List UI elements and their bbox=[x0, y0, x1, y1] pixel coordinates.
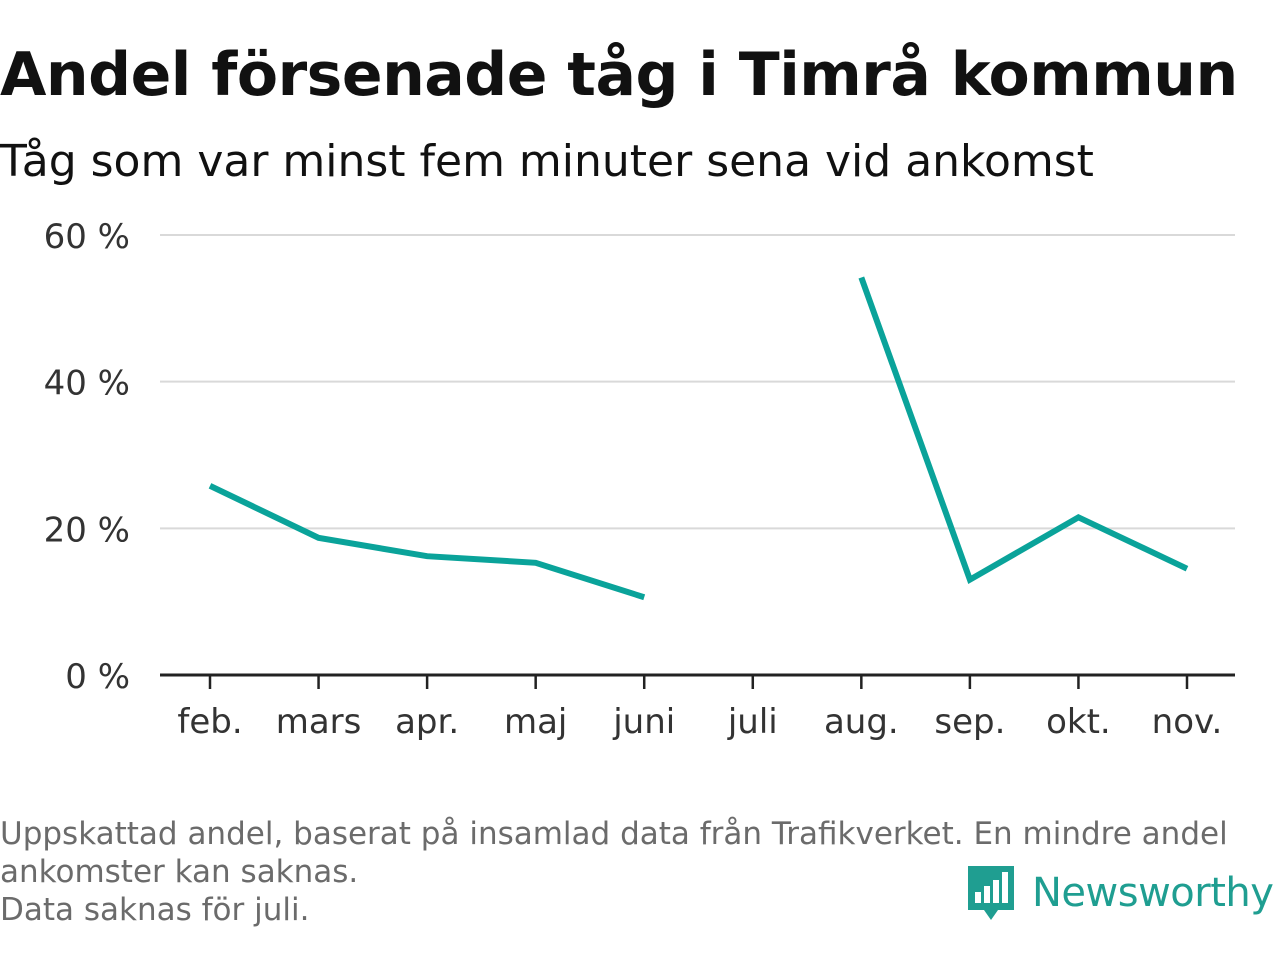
series-line-segment bbox=[858, 276, 1189, 585]
y-tick-label: 40 % bbox=[44, 364, 130, 404]
series-line-segment bbox=[208, 483, 646, 601]
footer-note-line-1: Uppskattad andel, baserat på insamlad da… bbox=[0, 816, 1228, 852]
chart-title: Andel försenade tåg i Timrå kommun bbox=[0, 40, 1238, 110]
x-tick-label: mars bbox=[276, 702, 362, 742]
x-tick-label: aug. bbox=[824, 702, 899, 742]
chart-subtitle: Tåg som var minst fem minuter sena vid a… bbox=[0, 136, 1094, 187]
x-tick-label: juni bbox=[612, 702, 675, 742]
x-tick-label: okt. bbox=[1046, 702, 1111, 742]
line-chart: 0 % 20 % 40 % 60 % feb. mars apr. maj juni juli au… bbox=[44, 217, 1235, 742]
footer-note: Uppskattad andel, baserat på insamlad da… bbox=[0, 815, 1228, 929]
y-tick-label: 20 % bbox=[44, 510, 130, 550]
x-tick-label: sep. bbox=[934, 702, 1005, 742]
x-tick-label: maj bbox=[504, 702, 567, 742]
x-tick-label: apr. bbox=[395, 702, 459, 742]
x-tick-label: juli bbox=[727, 702, 778, 742]
newsworthy-logo: Newsworthy bbox=[966, 862, 1274, 924]
newsworthy-logo-icon bbox=[968, 866, 1014, 920]
logo-text: Newsworthy bbox=[1032, 870, 1274, 916]
y-tick-label: 0 % bbox=[65, 657, 130, 697]
footer-note-line-3: Data saknas för juli. bbox=[0, 892, 310, 928]
footer-note-line-2: ankomster kan saknas. bbox=[0, 854, 359, 890]
y-tick-label: 60 % bbox=[44, 217, 130, 257]
x-tick-label: feb. bbox=[177, 702, 242, 742]
x-tick-label: nov. bbox=[1152, 702, 1223, 742]
